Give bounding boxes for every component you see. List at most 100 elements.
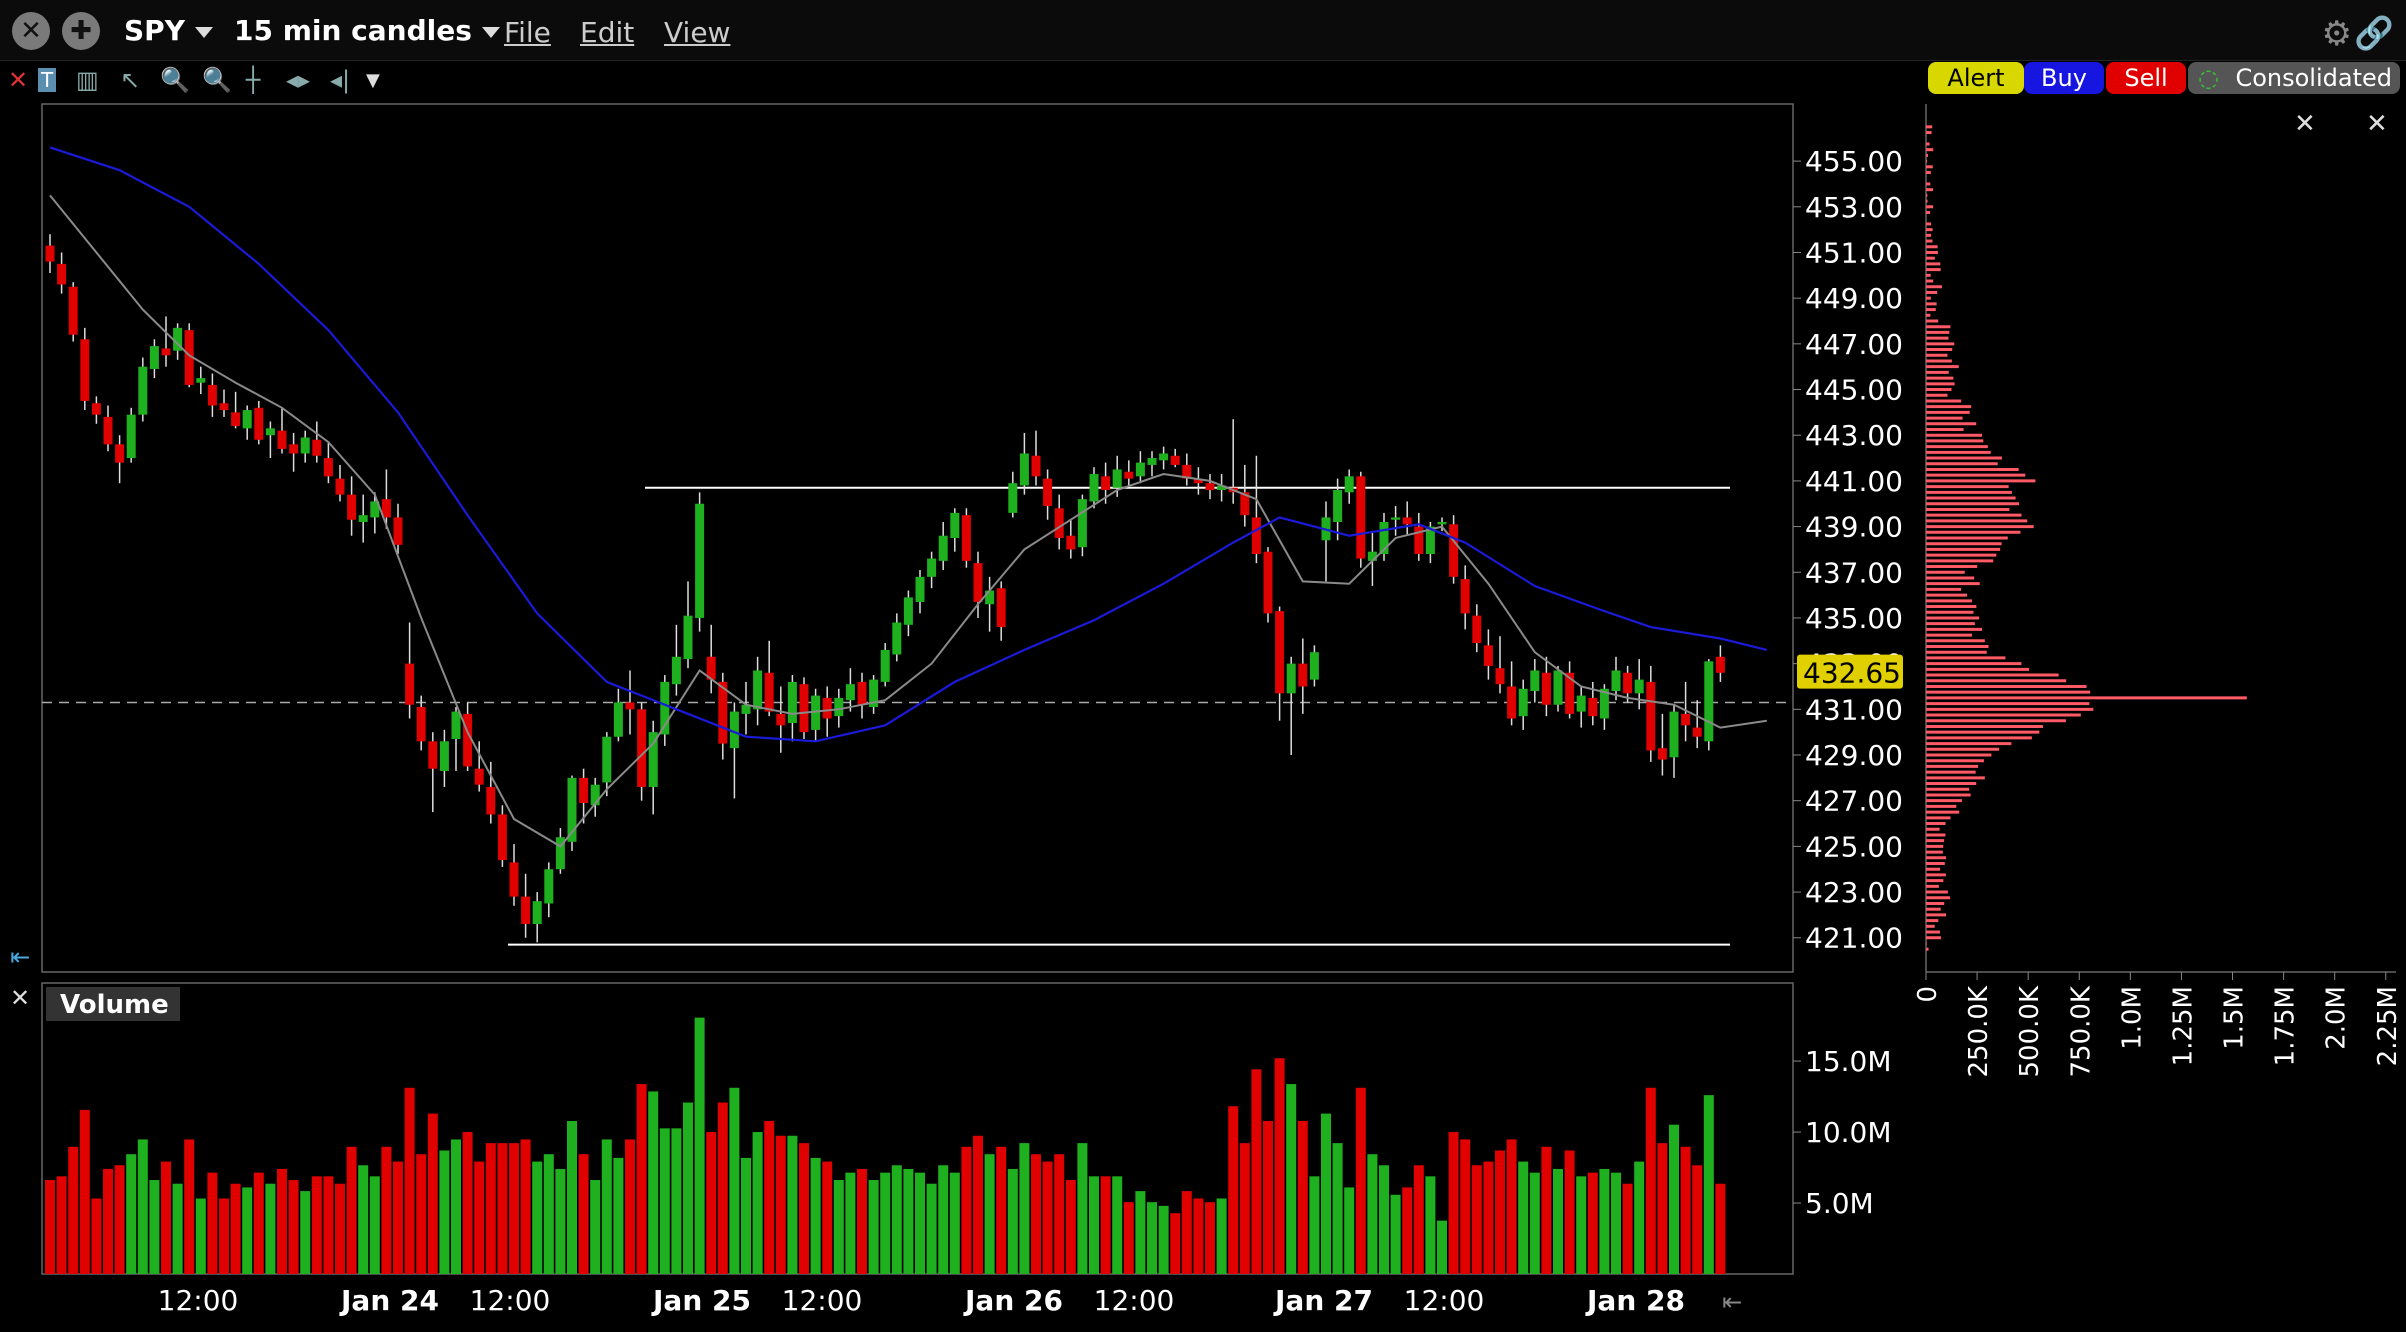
volume-bar [1031, 1154, 1041, 1274]
candle-body [1391, 517, 1401, 520]
volume-bar [1263, 1120, 1273, 1274]
price-tick-label: 441.00 [1805, 465, 1903, 498]
volume-bar [868, 1180, 879, 1274]
time-tick-label: Jan 25 [651, 1284, 751, 1317]
volume-bar [509, 1143, 519, 1274]
candle-body [764, 672, 774, 712]
candle-body [544, 869, 554, 904]
volume-bar [1703, 1095, 1714, 1274]
time-tick-label: 12:00 [782, 1284, 863, 1317]
candle-body [985, 590, 995, 605]
volume-bar [578, 1154, 589, 1274]
interval-selector[interactable]: 15 min candles [234, 14, 500, 47]
volume-bar [1680, 1146, 1691, 1274]
bar-tool-icon[interactable]: ▥ [76, 66, 99, 94]
crosshair-icon[interactable]: ┼ [246, 66, 261, 94]
volume-bar [764, 1120, 775, 1274]
candle-body [115, 444, 125, 463]
zoom-out-icon[interactable]: 🔍 [202, 66, 232, 94]
volume-bar [729, 1087, 740, 1274]
volume-bar [543, 1154, 554, 1274]
candle-body [648, 732, 658, 787]
candle-body [474, 768, 484, 785]
volume-bar [1193, 1198, 1204, 1274]
candle-body [381, 499, 391, 518]
alert-button[interactable]: Alert [1928, 62, 2024, 94]
zoom-in-icon[interactable]: 🔍 [160, 66, 190, 94]
candle-body [80, 339, 90, 401]
volume-bar [1471, 1165, 1482, 1274]
price-tick-label: 427.00 [1805, 785, 1903, 818]
volume-bar [717, 1102, 728, 1274]
volume-bar [1611, 1172, 1621, 1274]
volume-bar [1123, 1202, 1134, 1274]
candle-body [335, 478, 345, 495]
volume-bar [381, 1146, 392, 1274]
time-tick-label: 12:00 [1094, 1284, 1175, 1317]
candle-body [393, 517, 403, 545]
volume-bar [636, 1084, 647, 1274]
link-icon[interactable]: 🔗 [2354, 14, 2394, 52]
volume-bar [1425, 1176, 1436, 1274]
expand-icon[interactable]: ◂▸ [286, 66, 311, 94]
candle-body [1217, 485, 1227, 491]
price-tick-label: 435.00 [1805, 602, 1903, 635]
time-tick-label: Jan 28 [1585, 1284, 1685, 1317]
volume-bar [1216, 1198, 1227, 1274]
volume-bar [810, 1157, 821, 1274]
moving-average-slow [49, 146, 1768, 743]
candle-body [973, 563, 983, 602]
candle-body [1565, 672, 1575, 714]
remove-study-icon[interactable]: ✕ [8, 66, 29, 94]
gear-icon[interactable]: ⚙ [2321, 14, 2352, 54]
candle-body [1356, 476, 1366, 559]
candle-body [1112, 469, 1122, 488]
volume-bar [68, 1146, 79, 1274]
candle-body [1460, 579, 1470, 614]
more-tools-icon[interactable]: ▼ [366, 70, 380, 91]
menu-view[interactable]: View [664, 16, 731, 49]
candle-body [613, 702, 623, 737]
candle-body [1031, 455, 1041, 477]
candle-body [1205, 483, 1215, 491]
candle-body [1193, 478, 1203, 484]
volume-bar [613, 1157, 624, 1274]
volume-bar [1286, 1084, 1297, 1274]
volume-bar [1089, 1176, 1099, 1274]
menu-edit[interactable]: Edit [580, 16, 635, 49]
volume-bar [393, 1161, 403, 1274]
menu-file[interactable]: File [504, 16, 551, 49]
scroll-icon[interactable]: ◂| [330, 66, 351, 94]
candle-body [1159, 453, 1169, 461]
volume-bar [1344, 1187, 1355, 1274]
sell-button[interactable]: Sell [2106, 62, 2186, 94]
volume-bar [1553, 1168, 1563, 1274]
pointer-tool-icon[interactable]: ↖ [120, 66, 141, 94]
candle-body [1077, 499, 1087, 548]
volume-bar [1402, 1187, 1413, 1274]
volume-bar [451, 1139, 461, 1274]
add-window-icon[interactable]: ✚ [62, 12, 100, 50]
volume-bar [787, 1135, 798, 1274]
buy-button[interactable]: Buy [2024, 62, 2104, 94]
volume-bar [683, 1102, 693, 1274]
candle-body [1599, 688, 1609, 719]
candle-body [1495, 668, 1505, 685]
candle-body [1634, 679, 1644, 694]
volume-bar [161, 1161, 171, 1274]
candle-body [671, 656, 681, 685]
candle-body [1530, 670, 1540, 692]
text-tool-icon[interactable]: T [38, 68, 57, 92]
chevron-down-icon [194, 26, 213, 38]
candle-body [741, 704, 751, 714]
volume-bar [358, 1165, 369, 1274]
candle-body [753, 670, 763, 710]
volume-bar [346, 1146, 357, 1274]
close-window-icon[interactable]: ✕ [12, 12, 50, 50]
candle-body [1692, 727, 1702, 737]
route-selector[interactable]: ◌ Consolidated [2188, 62, 2400, 94]
volume-bar [648, 1091, 659, 1274]
volume-bar [253, 1172, 264, 1274]
symbol-selector[interactable]: SPY [124, 14, 213, 47]
